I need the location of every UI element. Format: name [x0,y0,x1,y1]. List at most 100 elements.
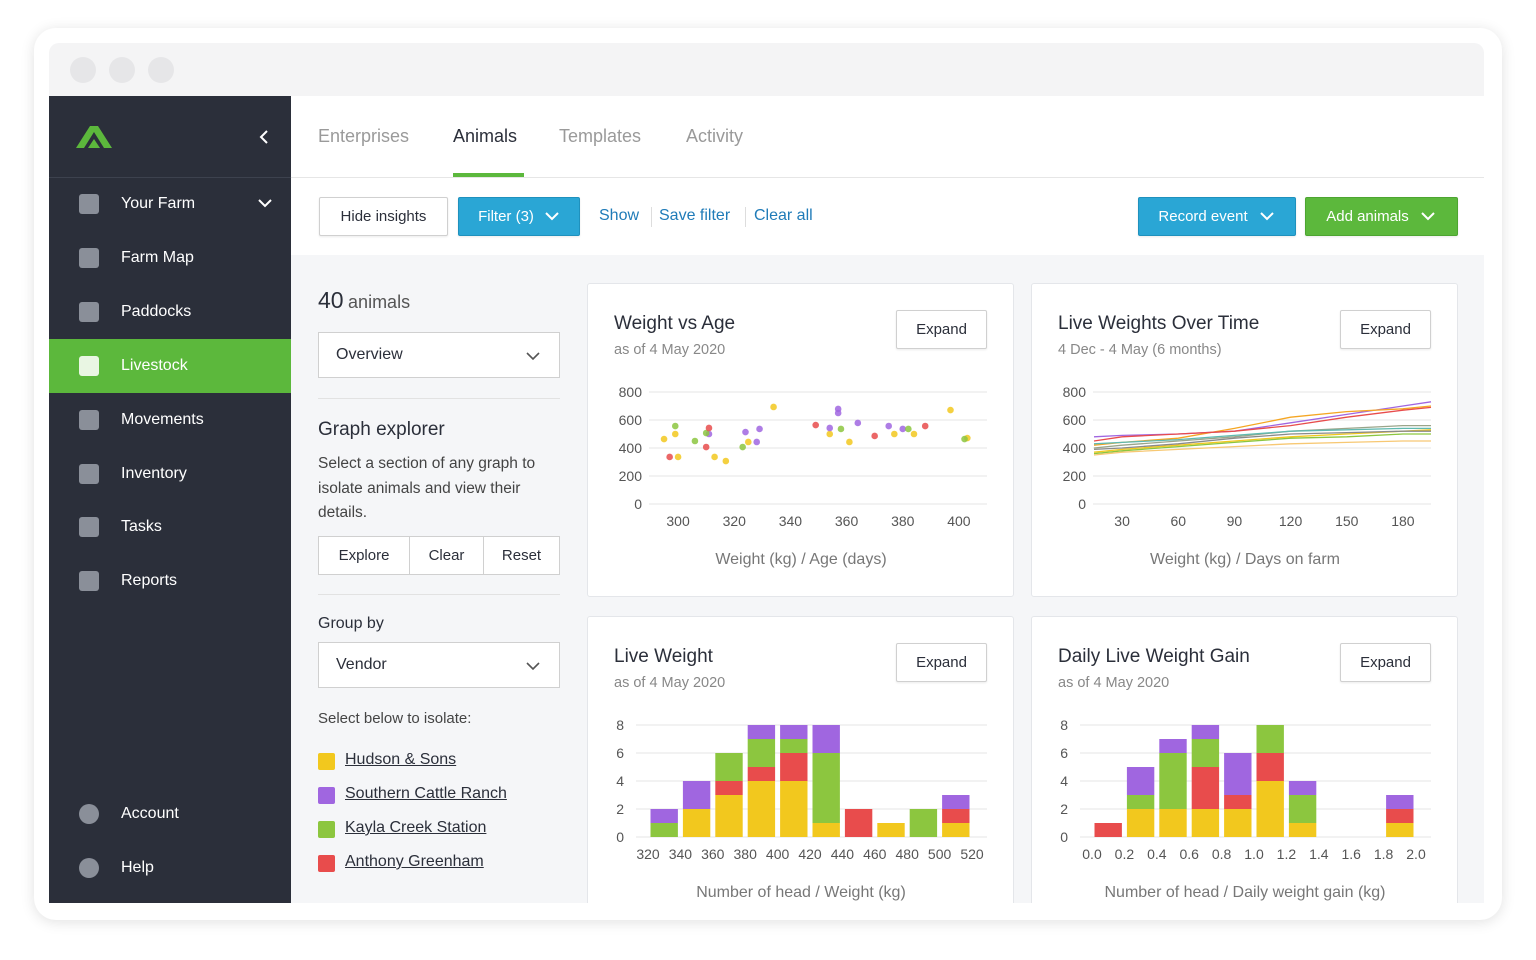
y-tick-label: 4 [1060,773,1068,789]
expand-button[interactable]: Expand [896,310,987,349]
nav-icon [79,302,99,322]
bar-segment [1191,739,1220,767]
point [705,424,713,432]
record-event-button[interactable]: Record event [1138,197,1296,236]
bar-segment [1126,767,1155,795]
chart-card: Daily Live Weight Gain as of 4 May 2020 Ex… [1031,616,1458,903]
y-tick-label: 6 [616,745,624,761]
point [812,421,819,429]
checkbox[interactable] [318,753,335,770]
expand-button[interactable]: Expand [1340,643,1431,682]
tab[interactable]: Activity [686,126,744,146]
point [846,438,853,446]
nav-item[interactable]: Your Farm [49,177,291,231]
nav-icon [79,858,99,878]
point [910,430,918,438]
view-dropdown[interactable]: Overview [318,332,560,378]
nav-item[interactable]: Livestock [49,339,291,393]
bar-segment [682,781,711,809]
point [871,432,878,440]
bar-segment [780,739,808,753]
point [756,425,763,433]
explore-button[interactable]: Explore [319,537,410,574]
nav-label: Tasks [121,518,162,535]
point [744,438,752,446]
nav-icon [79,248,99,268]
bar-segment [1386,823,1414,837]
tab[interactable]: Animals [453,126,518,146]
checkbox[interactable] [318,855,335,872]
show-link[interactable]: Show [599,207,640,224]
chart-card: Live Weight as of 4 May 2020 Expand 0 2 4 6 8 32… [587,616,1014,903]
line [1093,424,1431,449]
bar-segment [1159,809,1187,837]
filter-button[interactable]: Filter (3) [458,197,580,236]
expand-button[interactable]: Expand [1340,310,1431,349]
add-animals-button[interactable]: Add animals [1305,197,1458,236]
bar-segment [909,809,938,837]
nav-item[interactable]: Farm Map [49,231,291,285]
tab[interactable]: Enterprises [318,126,410,146]
chart-title: Live Weights Over Time [1058,313,1260,334]
checkbox[interactable] [318,787,335,804]
checkbox[interactable] [318,821,335,838]
chart: 0 200 400 600 800 30 60 90 120 150 180 Weight (kg) … [1063,384,1432,568]
bar-segment [1159,739,1187,753]
bar-segment [1191,767,1220,809]
x-tick-label: 460 [863,846,887,862]
reset-button[interactable]: Reset [501,547,542,564]
add-animals-label: Add animals [1326,208,1409,225]
point [702,443,710,451]
point [834,409,842,417]
group-name[interactable]: Kayla Creek Station [345,819,487,836]
point [891,430,898,438]
nav-item[interactable]: Reports [49,554,291,608]
bar-segment [1191,725,1220,739]
y-tick-label: 600 [1063,412,1087,428]
nav-item[interactable]: Help [49,841,291,895]
nav-item[interactable]: Account [49,787,291,841]
x-axis-label: Number of head / Daily weight gain (kg) [1104,884,1385,901]
x-tick-label: 400 [947,513,971,529]
point [899,425,907,433]
x-tick-label: 380 [734,846,758,862]
x-axis-label: Weight (kg) / Age (days) [715,551,886,568]
tab[interactable]: Templates [559,126,642,146]
line [1093,430,1431,451]
nav-item[interactable]: Movements [49,393,291,447]
collapse-button[interactable] [257,129,271,145]
point [702,429,710,437]
x-tick-label: 150 [1335,513,1359,529]
hide-insights-button[interactable]: Hide insights [319,197,448,236]
bar-segment [812,753,840,823]
bar-segment [1386,809,1414,823]
bar-segment [747,739,776,767]
y-tick-label: 6 [1060,745,1068,761]
y-tick-label: 400 [1063,440,1087,456]
x-tick-label: 0.0 [1082,846,1102,862]
x-tick-label: 90 [1227,513,1243,529]
x-tick-label: 360 [835,513,859,529]
x-tick-label: 440 [831,846,855,862]
group-name[interactable]: Southern Cattle Ranch [345,785,507,802]
group-name[interactable]: Hudson & Sons [345,751,457,768]
save-filter-link[interactable]: Save filter [659,207,731,224]
nav-item[interactable]: Paddocks [49,285,291,339]
window-dot [148,57,174,83]
nav-item[interactable]: Inventory [49,447,291,501]
y-tick-label: 8 [616,717,624,733]
bar-segment [1288,781,1317,795]
bar-segment [1191,809,1220,837]
bar-segment [1288,823,1317,837]
clear-button[interactable]: Clear [410,537,484,574]
clear-all-link[interactable]: Clear all [754,207,813,224]
bar-segment [715,795,743,837]
y-tick-label: 200 [619,468,643,484]
chart-subtitle: as of 4 May 2020 [1058,675,1170,691]
expand-button[interactable]: Expand [896,643,987,682]
nav-item[interactable]: Tasks [49,500,291,554]
section-title: Graph explorer [318,419,445,440]
bar-segment [1224,795,1252,809]
group-name[interactable]: Anthony Greenham [345,853,484,870]
group-by-dropdown[interactable]: Vendor [318,642,560,688]
